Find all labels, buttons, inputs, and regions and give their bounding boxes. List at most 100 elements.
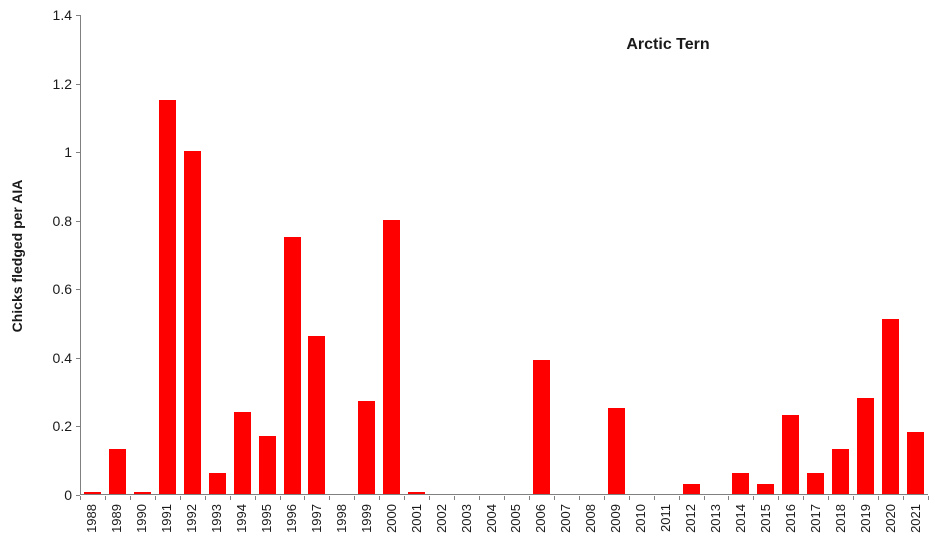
x-tick-mark <box>230 496 231 500</box>
y-tick-mark <box>76 84 80 85</box>
x-tick-mark <box>454 496 455 500</box>
x-tick-mark <box>903 496 904 500</box>
x-tick-label-2017: 2017 <box>808 504 823 533</box>
x-tick-label-2014: 2014 <box>733 504 748 533</box>
bar-2001 <box>408 492 425 494</box>
bar-2021 <box>907 432 924 494</box>
bar-2000 <box>383 220 400 494</box>
x-tick-mark <box>853 496 854 500</box>
bar-1993 <box>209 473 226 494</box>
x-tick-label-1990: 1990 <box>134 504 149 533</box>
bar-1995 <box>259 436 276 494</box>
x-tick-label-2010: 2010 <box>633 504 648 533</box>
bar-2009 <box>608 408 625 494</box>
bar-1999 <box>358 401 375 494</box>
bar-2006 <box>533 360 550 494</box>
x-tick-mark <box>329 496 330 500</box>
bar-2015 <box>757 484 774 494</box>
x-tick-label-2004: 2004 <box>484 504 499 533</box>
x-tick-label-1998: 1998 <box>334 504 349 533</box>
x-tick-mark <box>105 496 106 500</box>
bar-1990 <box>134 492 151 494</box>
x-tick-mark <box>579 496 580 500</box>
bar-2019 <box>857 398 874 494</box>
y-tick-label: 1.4 <box>52 7 72 23</box>
y-tick-mark <box>76 426 80 427</box>
x-tick-label-2006: 2006 <box>533 504 548 533</box>
x-tick-mark <box>928 496 929 500</box>
y-tick-mark <box>76 289 80 290</box>
x-tick-label-2021: 2021 <box>908 504 923 533</box>
bar-2018 <box>832 449 849 494</box>
x-tick-mark <box>529 496 530 500</box>
x-tick-mark <box>554 496 555 500</box>
x-tick-label-1988: 1988 <box>84 504 99 533</box>
x-tick-label-2012: 2012 <box>683 504 698 533</box>
y-tick-label: 0.6 <box>52 281 72 297</box>
bar-1992 <box>184 151 201 494</box>
y-tick-mark <box>76 15 80 16</box>
x-tick-label-1994: 1994 <box>234 504 249 533</box>
x-tick-label-1996: 1996 <box>284 504 299 533</box>
bar-1996 <box>284 237 301 494</box>
x-tick-label-2008: 2008 <box>583 504 598 533</box>
x-tick-label-2002: 2002 <box>434 504 449 533</box>
y-tick-mark <box>76 358 80 359</box>
y-tick-label: 0.2 <box>52 418 72 434</box>
x-tick-mark <box>404 496 405 500</box>
x-tick-label-2003: 2003 <box>459 504 474 533</box>
x-tick-label-1992: 1992 <box>184 504 199 533</box>
y-tick-label: 1 <box>64 144 72 160</box>
x-tick-label-1999: 1999 <box>359 504 374 533</box>
x-tick-label-2020: 2020 <box>883 504 898 533</box>
x-tick-label-1989: 1989 <box>109 504 124 533</box>
x-tick-mark <box>429 496 430 500</box>
bar-1991 <box>159 100 176 494</box>
x-tick-mark <box>80 496 81 500</box>
bar-1994 <box>234 412 251 494</box>
x-tick-mark <box>180 496 181 500</box>
x-tick-mark <box>379 496 380 500</box>
x-tick-label-1997: 1997 <box>309 504 324 533</box>
y-tick-label: 1.2 <box>52 76 72 92</box>
chart-title: Arctic Tern <box>626 36 710 53</box>
x-tick-mark <box>479 496 480 500</box>
x-tick-mark <box>679 496 680 500</box>
x-tick-label-2018: 2018 <box>833 504 848 533</box>
x-tick-mark <box>828 496 829 500</box>
x-tick-mark <box>654 496 655 500</box>
bar-1989 <box>109 449 126 494</box>
x-tick-mark <box>753 496 754 500</box>
x-tick-mark <box>280 496 281 500</box>
plot-area <box>80 15 928 495</box>
y-axis-title: Chicks fledged per AIA <box>9 179 25 333</box>
y-tick-label: 0.4 <box>52 350 72 366</box>
y-tick-label: 0 <box>64 487 72 503</box>
y-tick-mark <box>76 221 80 222</box>
x-tick-label-2009: 2009 <box>608 504 623 533</box>
bar-2014 <box>732 473 749 494</box>
x-tick-mark <box>704 496 705 500</box>
x-tick-mark <box>604 496 605 500</box>
bar-2020 <box>882 319 899 494</box>
x-tick-label-2016: 2016 <box>783 504 798 533</box>
bar-1997 <box>308 336 325 494</box>
x-tick-mark <box>629 496 630 500</box>
x-tick-mark <box>304 496 305 500</box>
y-tick-mark <box>76 152 80 153</box>
x-tick-label-2011: 2011 <box>658 504 673 532</box>
x-tick-mark <box>803 496 804 500</box>
x-tick-mark <box>354 496 355 500</box>
bar-2017 <box>807 473 824 494</box>
bar-1988 <box>84 492 101 494</box>
y-tick-label: 0.8 <box>52 213 72 229</box>
x-tick-label-2019: 2019 <box>858 504 873 533</box>
x-tick-mark <box>878 496 879 500</box>
x-tick-label-2005: 2005 <box>508 504 523 533</box>
x-tick-mark <box>205 496 206 500</box>
x-tick-label-1995: 1995 <box>259 504 274 533</box>
x-tick-mark <box>255 496 256 500</box>
x-tick-mark <box>504 496 505 500</box>
x-tick-label-2000: 2000 <box>384 504 399 533</box>
